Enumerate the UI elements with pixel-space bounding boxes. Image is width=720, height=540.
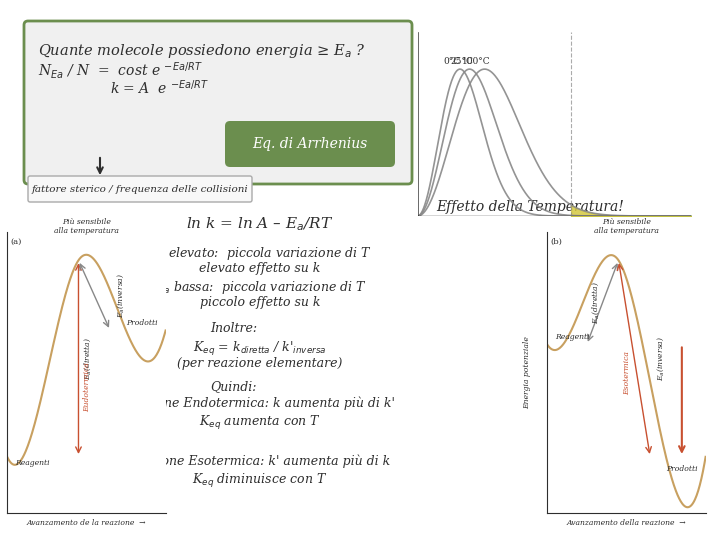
Text: Quante molecole possiedono energia ≥ E$_a$ ?: Quante molecole possiedono energia ≥ E$_… bbox=[38, 42, 366, 60]
Text: E$_a$(inversa): E$_a$(inversa) bbox=[115, 273, 126, 318]
Text: (per reazione elementare): (per reazione elementare) bbox=[177, 357, 343, 370]
Text: Reagenti: Reagenti bbox=[555, 333, 590, 341]
Text: E$_a$(diretta): E$_a$(diretta) bbox=[590, 281, 601, 324]
Text: fattore sterico / frequenza delle collisioni: fattore sterico / frequenza delle collis… bbox=[32, 185, 248, 193]
Text: 0°C: 0°C bbox=[443, 57, 460, 66]
Text: E$_a$(inversa): E$_a$(inversa) bbox=[655, 336, 666, 381]
Text: Esotermica: Esotermica bbox=[624, 350, 631, 395]
Text: elevato effetto su k: elevato effetto su k bbox=[199, 262, 320, 275]
Text: reazione Esotermica: k' aumenta più di k: reazione Esotermica: k' aumenta più di k bbox=[130, 455, 390, 469]
FancyBboxPatch shape bbox=[225, 121, 395, 167]
Text: Prodotti: Prodotti bbox=[666, 465, 698, 473]
Text: Effetto della Temperatura!: Effetto della Temperatura! bbox=[436, 200, 624, 214]
FancyBboxPatch shape bbox=[24, 21, 412, 184]
Text: Quindi:: Quindi: bbox=[210, 380, 256, 393]
Text: Inoltre:: Inoltre: bbox=[210, 322, 257, 335]
Text: (a): (a) bbox=[10, 238, 22, 246]
Text: E$_a$ bassa:  piccola variazione di T: E$_a$ bassa: piccola variazione di T bbox=[154, 279, 366, 296]
Text: reazione Endotermica: k aumenta più di k': reazione Endotermica: k aumenta più di k… bbox=[125, 397, 395, 410]
Text: Eq. di Arrhenius: Eq. di Arrhenius bbox=[253, 137, 368, 151]
Text: K$_{eq}$ diminuisce con T: K$_{eq}$ diminuisce con T bbox=[192, 472, 328, 490]
FancyBboxPatch shape bbox=[28, 176, 252, 202]
X-axis label: Avanzamento della reazione  →: Avanzamento della reazione → bbox=[567, 518, 686, 526]
X-axis label: Avanzamento de la reazione  →: Avanzamento de la reazione → bbox=[27, 518, 146, 526]
Text: K$_{eq}$ = k$_{diretta}$ / k'$_{inversa}$: K$_{eq}$ = k$_{diretta}$ / k'$_{inversa}… bbox=[194, 340, 327, 358]
Text: Prodotti: Prodotti bbox=[126, 319, 158, 327]
Text: Eudotermica: Eudotermica bbox=[84, 362, 91, 411]
Text: (b): (b) bbox=[550, 238, 562, 246]
Text: N$_{Ea}$ / N  =  cost e $^{-Ea/RT}$: N$_{Ea}$ / N = cost e $^{-Ea/RT}$ bbox=[38, 60, 202, 81]
Text: Energia potenziale: Energia potenziale bbox=[523, 336, 531, 409]
Text: Più sensibile
alla temperatura: Più sensibile alla temperatura bbox=[54, 218, 119, 235]
Text: 100°C: 100°C bbox=[462, 57, 490, 66]
Text: 25°C: 25°C bbox=[450, 57, 473, 66]
Text: E$_a$(diretta): E$_a$(diretta) bbox=[81, 337, 93, 380]
Text: K$_{eq}$ aumenta con T: K$_{eq}$ aumenta con T bbox=[199, 414, 321, 432]
Text: Reagenti: Reagenti bbox=[15, 459, 50, 467]
Text: piccolo effetto su k: piccolo effetto su k bbox=[199, 296, 320, 309]
Text: ln k = ln A – E$_a$/RT: ln k = ln A – E$_a$/RT bbox=[186, 215, 333, 233]
Text: E$_a$ elevato:  piccola variazione di T: E$_a$ elevato: piccola variazione di T bbox=[149, 245, 372, 262]
Text: Più sensibile
alla temperatura: Più sensibile alla temperatura bbox=[594, 218, 659, 235]
Text: k = A  e $^{-Ea/RT}$: k = A e $^{-Ea/RT}$ bbox=[110, 78, 209, 97]
